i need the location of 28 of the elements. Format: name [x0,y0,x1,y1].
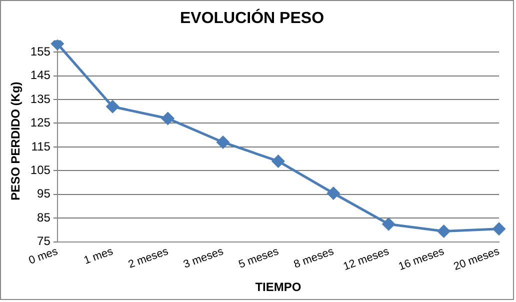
y-tick-label: 115 [31,139,51,154]
y-axis-title: PESO PERDIDO (Kg) [8,82,23,200]
chart-title: EVOLUCIÓN PESO [180,8,324,28]
x-tick-label: 5 meses [237,245,281,271]
point [272,154,284,168]
y-tick-label: 155 [30,44,51,58]
point [162,112,174,125]
y-tick-label: 95 [37,186,51,201]
x-tick-label: 1 mes [82,245,116,267]
y-tick-label: 135 [30,92,51,106]
x-tick-label: 20 meses [452,245,502,274]
y-tick-label: 105 [30,163,51,178]
x-tick-label: 16 meses [397,245,446,274]
y-tick-label: 85 [37,210,51,224]
x-tick-label: 3 meses [182,245,226,271]
point [106,100,119,113]
point [438,224,450,238]
y-tick-label: 125 [30,116,51,130]
y-tick-label: 145 [30,68,51,82]
x-axis-title: TIEMPO [255,280,302,294]
point [382,218,395,230]
point [51,40,64,50]
point [492,222,506,236]
x-tick-label: 12 meses [342,245,392,274]
point [327,186,340,200]
x-tick-label: 2 meses [126,245,170,271]
x-tick-label: 8 meses [292,245,336,271]
point [216,136,230,148]
